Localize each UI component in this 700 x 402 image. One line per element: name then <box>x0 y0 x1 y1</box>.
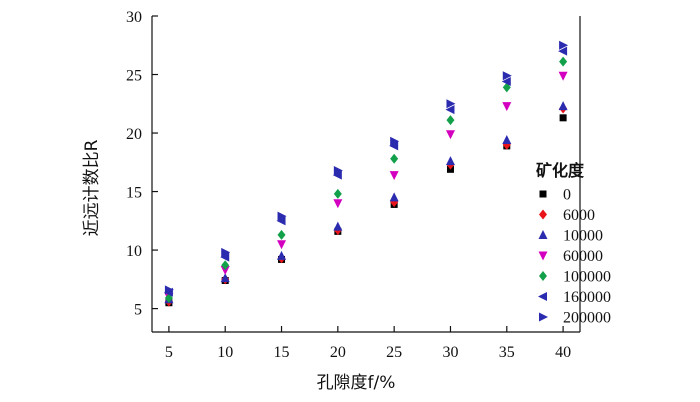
data-point <box>501 77 511 87</box>
legend-marker <box>538 230 548 239</box>
legend-label: 100000 <box>563 269 611 286</box>
data-point <box>277 250 287 260</box>
data-point <box>333 199 343 209</box>
series-200000 <box>164 40 569 295</box>
legend-marker <box>538 251 548 261</box>
series-10000 <box>164 101 568 304</box>
data-point <box>445 105 455 115</box>
legend-marker <box>538 292 547 301</box>
y-axis-title: 近远计数比R <box>82 139 102 236</box>
x-tick-label: 10 <box>217 344 233 361</box>
data-point <box>389 171 399 181</box>
data-point <box>445 130 455 140</box>
legend: 矿化度 0 6000 10000 60000 100000 160000 200000 <box>536 161 611 327</box>
legend-marker <box>539 312 548 322</box>
data-point <box>389 192 399 202</box>
data-point <box>277 229 286 240</box>
data-point <box>559 56 568 67</box>
data-point <box>558 71 568 81</box>
legend-label: 60000 <box>563 248 603 265</box>
legend-marker <box>539 190 547 198</box>
x-tick-label: 15 <box>274 344 290 361</box>
data-point <box>164 285 174 295</box>
legend-label: 6000 <box>563 207 595 224</box>
legend-title: 矿化度 <box>536 161 585 180</box>
legend-marker <box>539 209 547 220</box>
x-tick-label: 30 <box>442 344 458 361</box>
data-point <box>502 135 512 145</box>
data-point <box>221 260 230 271</box>
x-tick-label: 20 <box>330 344 346 361</box>
data-point <box>220 265 230 275</box>
data-point <box>220 252 230 262</box>
data-point <box>389 141 399 151</box>
y-tick-label: 10 <box>126 243 142 260</box>
y-tick-label: 25 <box>126 68 142 85</box>
data-point <box>559 114 567 122</box>
data-point <box>332 170 342 180</box>
legend-label: 160000 <box>563 289 611 306</box>
x-tick-label: 35 <box>499 344 515 361</box>
data-point <box>558 101 568 111</box>
y-tick-label: 20 <box>126 126 142 143</box>
data-point <box>221 247 231 257</box>
data-point <box>558 46 568 56</box>
data-point <box>333 165 343 175</box>
y-tick-label: 5 <box>134 302 142 319</box>
legend-label: 10000 <box>563 228 603 245</box>
data-point <box>502 71 512 81</box>
x-tick-label: 25 <box>386 344 402 361</box>
legend-label: 200000 <box>563 310 611 327</box>
data-point <box>559 40 569 50</box>
legend-label: 0 <box>563 187 571 204</box>
data-point <box>446 115 455 126</box>
y-tick-label: 15 <box>126 185 142 202</box>
data-point <box>390 136 400 146</box>
data-point <box>276 216 286 226</box>
x-axis-title: 孔隙度f/% <box>317 373 396 393</box>
data-point <box>333 188 342 199</box>
data-point <box>446 99 456 109</box>
data-point <box>390 153 399 164</box>
x-tick-label: 5 <box>165 344 173 361</box>
data-point <box>502 102 512 112</box>
data-point <box>277 211 287 221</box>
data-point <box>333 221 343 231</box>
legend-marker <box>539 271 547 281</box>
data-point <box>220 273 230 283</box>
data-point <box>277 240 287 250</box>
series-100000 <box>164 56 568 304</box>
x-tick-label: 40 <box>555 344 571 361</box>
y-tick-label: 30 <box>126 9 142 26</box>
data-point <box>445 156 455 166</box>
